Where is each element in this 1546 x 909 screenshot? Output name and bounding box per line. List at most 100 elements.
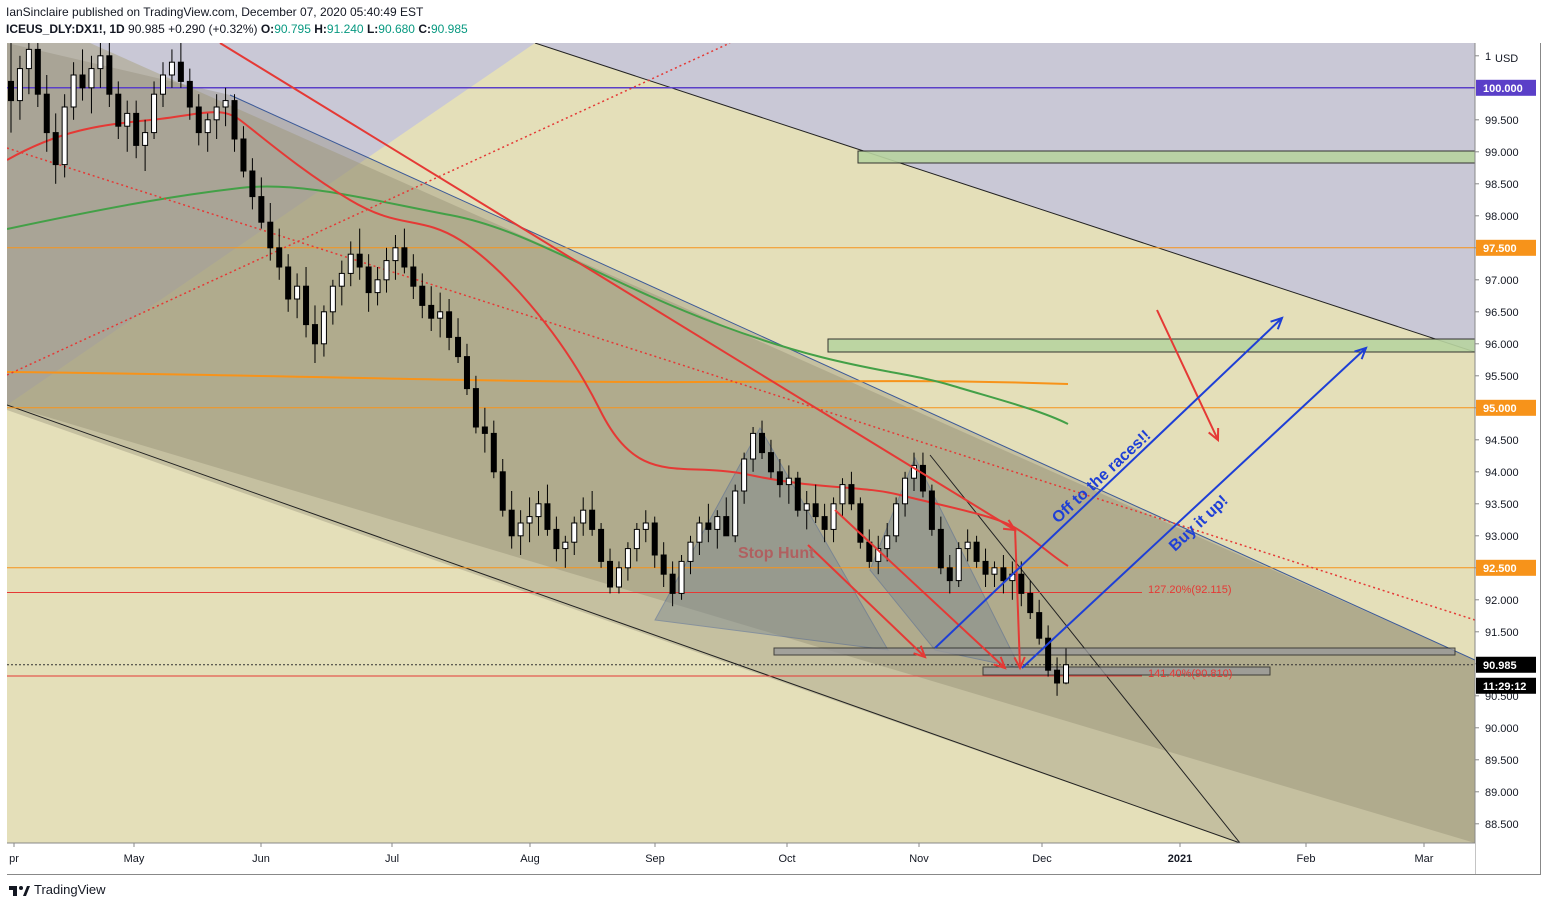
candle-body <box>678 560 685 594</box>
candle-body <box>428 304 435 319</box>
candle-body <box>490 432 497 473</box>
x-tick-label: Mar <box>1415 853 1434 865</box>
candle-body <box>168 61 175 76</box>
candle-body <box>499 471 506 511</box>
candle-body <box>955 548 962 582</box>
candle-body <box>231 100 238 140</box>
red-down-arrow-projection-head <box>1208 427 1220 443</box>
candle-body <box>195 106 202 134</box>
candle-body <box>455 336 462 358</box>
candle-body <box>875 548 882 562</box>
candle-body <box>25 48 32 70</box>
x-tick-label: Jul <box>385 853 399 865</box>
candle-body <box>642 522 649 530</box>
price-badge-label: 11:29:12 <box>1483 681 1526 693</box>
resistance-zone-96 <box>827 338 1475 353</box>
candle-body <box>106 55 113 95</box>
candle-body <box>303 285 310 326</box>
candle-body <box>133 112 140 146</box>
inner-channel-line <box>229 94 1475 661</box>
price-badge-bg <box>1476 559 1536 576</box>
candle-body <box>88 68 95 89</box>
candle-body <box>812 503 819 518</box>
x-tick-label: Dec <box>1032 853 1052 865</box>
candle-body <box>177 61 184 82</box>
candle-body <box>267 221 274 249</box>
annotation-stop-hunt: Stop Hunt <box>738 545 815 562</box>
candle-body <box>580 509 587 524</box>
candle-body <box>186 80 193 108</box>
candle-body <box>884 535 891 550</box>
candle-body <box>8 80 14 102</box>
high-value: 91.240 <box>326 22 364 36</box>
candle-body <box>365 266 372 294</box>
candle-body <box>660 554 667 575</box>
tradingview-logo-icon <box>9 885 30 896</box>
high-label: H: <box>314 22 327 36</box>
y-tick-label: 91.500 <box>1485 627 1519 639</box>
fib-label-127: 127.20%(92.115) <box>1148 584 1232 596</box>
candle-body <box>320 311 327 345</box>
price-badge-bg <box>1476 677 1536 694</box>
x-tick-label: Feb <box>1297 853 1316 865</box>
candle-body <box>356 253 363 268</box>
candle-body <box>204 119 211 134</box>
candle-body <box>1045 637 1052 671</box>
candle-body <box>1027 592 1034 614</box>
candle-body <box>589 509 596 530</box>
candle-body <box>410 266 417 287</box>
price-badge-label: 90.985 <box>1483 660 1517 672</box>
candle-body <box>893 503 900 537</box>
y-tick-label: 94.000 <box>1485 467 1519 479</box>
x-tick-label: Oct <box>778 853 795 865</box>
currency-label: USD <box>1495 53 1518 65</box>
candle-body <box>79 74 86 89</box>
open-label: O: <box>260 22 275 36</box>
price-badge-label: 92.500 <box>1483 563 1517 575</box>
y-tick-label: 92.000 <box>1485 595 1519 607</box>
candle-body <box>347 253 354 274</box>
price-badge-label: 97.500 <box>1483 243 1517 255</box>
red-down-arrow-3-head <box>1013 656 1026 671</box>
candle-body <box>714 516 721 530</box>
candle-body <box>562 541 569 550</box>
candle-body <box>517 522 524 537</box>
candle-body <box>919 464 926 492</box>
candle-body <box>70 74 77 108</box>
time-axis-background <box>7 843 1475 874</box>
candle-body <box>142 132 149 146</box>
candle-body <box>16 68 23 102</box>
candle-body <box>383 260 390 281</box>
candle-body <box>902 477 909 505</box>
tradingview-brand[interactable]: TradingView <box>34 882 106 897</box>
candle-body <box>285 266 292 300</box>
candle-body <box>964 541 971 550</box>
candle-body <box>669 573 676 594</box>
candle-body <box>928 490 935 530</box>
candle-body <box>1000 567 1007 582</box>
inner-channel-fill <box>7 43 1475 843</box>
candle-body <box>607 560 614 588</box>
candle-body <box>598 528 605 562</box>
candle-body <box>481 426 488 434</box>
y-tick-label: 99.500 <box>1485 115 1519 127</box>
candle-body <box>1054 669 1061 684</box>
candle-body <box>633 528 640 550</box>
y-tick-label: 96.500 <box>1485 307 1519 319</box>
candle-body <box>982 560 989 575</box>
dotted-downtrend-line <box>7 147 1475 621</box>
y-tick-label: 93.500 <box>1485 499 1519 511</box>
candle-body <box>258 196 265 223</box>
chart-right-border <box>1540 43 1541 875</box>
candle-body <box>991 567 998 575</box>
support-zone-90 <box>982 666 1271 676</box>
candle-body <box>240 138 247 172</box>
last-price: 90.985 <box>128 22 165 36</box>
red-down-arrow-stophunt-head <box>913 645 927 659</box>
symbol-line: ICEUS_DLY:DX1!, 1D 90.985 +0.290 (+0.32%… <box>6 22 468 36</box>
chart-bottom-border <box>7 874 1540 875</box>
symbol-name[interactable]: ICEUS_DLY:DX1!, 1D <box>6 22 125 36</box>
y-tick-label: 95.500 <box>1485 371 1519 383</box>
